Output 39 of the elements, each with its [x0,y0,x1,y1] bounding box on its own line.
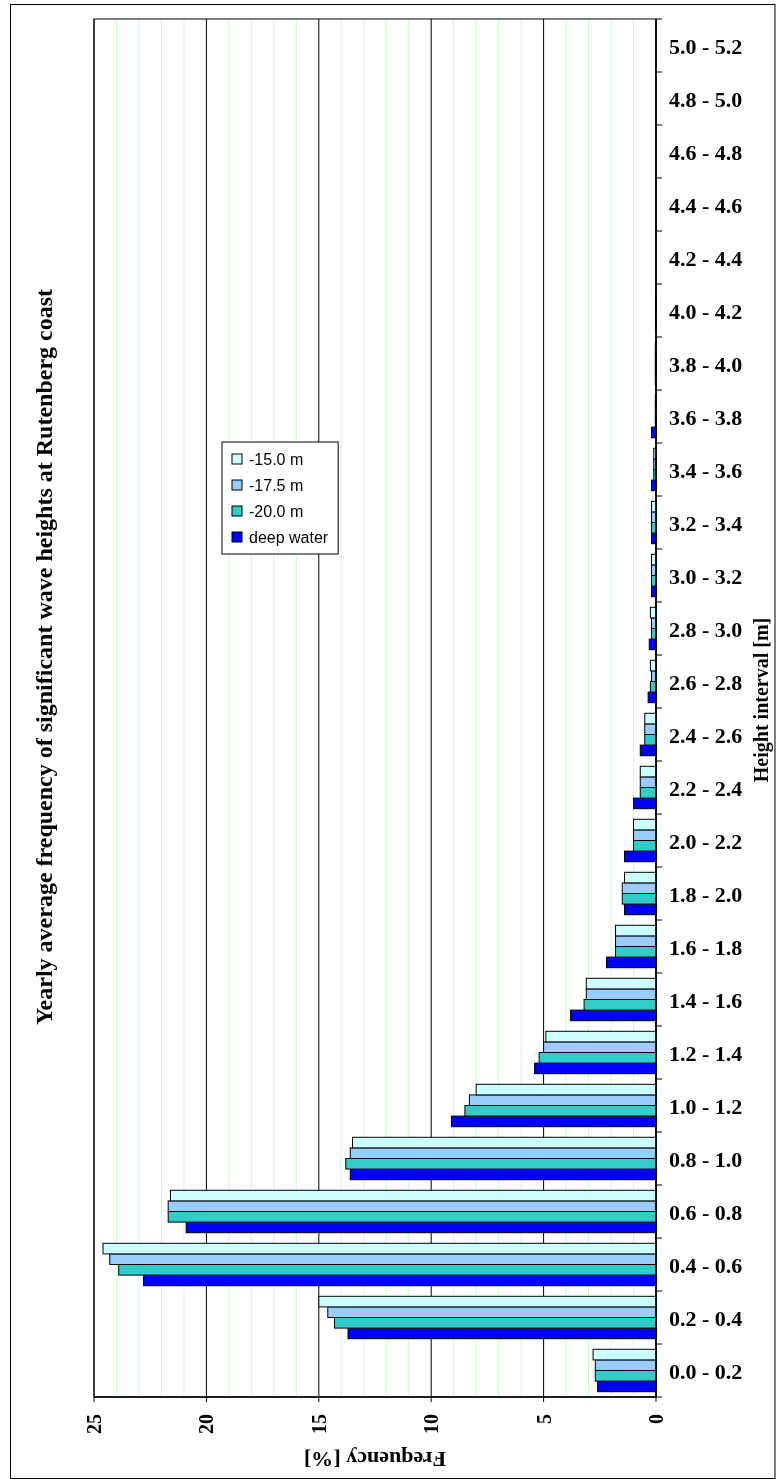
x-tick-label: 10 [420,1414,443,1434]
x-tick-label: 20 [195,1414,218,1434]
y-tick-label: 4.4 - 4.6 [669,192,743,217]
x-tick-label: 25 [83,1414,105,1434]
y-tick-label: 2.4 - 2.6 [669,722,743,747]
y-tick-label: 0.8 - 1.0 [669,1146,743,1171]
legend-label: -15.0 m [249,450,304,468]
x-axis-title: Frequency [%] [304,1447,446,1473]
y-tick-label: 3.2 - 3.4 [669,510,743,535]
y-tick-label: 3.6 - 3.8 [669,404,743,429]
y-axis-title: Height interval [m] [750,617,773,783]
y-tick-label: 3.4 - 3.6 [669,457,743,482]
y-tick-label: 3.0 - 3.2 [669,563,743,588]
y-tick-label: 1.2 - 1.4 [669,1040,743,1065]
y-tick-label: 4.0 - 4.2 [669,298,743,323]
y-tick-label: 2.8 - 3.0 [669,616,743,641]
legend-label: -20.0 m [249,502,304,520]
y-tick-label: 4.2 - 4.4 [669,245,743,270]
y-tick-label: 1.0 - 1.2 [669,1093,743,1118]
x-tick-label: 5 [532,1414,555,1424]
y-tick-label: 0.4 - 0.6 [669,1252,743,1277]
y-tick-label: 2.6 - 2.8 [669,669,743,694]
y-tick-label: 4.8 - 5.0 [669,86,743,111]
y-tick-label: 0.0 - 0.2 [669,1358,743,1383]
y-tick-label: 1.8 - 2.0 [669,881,743,906]
y-tick-label: 1.4 - 1.6 [669,987,743,1012]
legend-label: deep water [249,528,329,546]
legend-label: -17.5 m [249,476,304,494]
x-tick-label: 0 [645,1414,667,1424]
y-tick-label: 2.2 - 2.4 [669,775,743,800]
y-tick-label: 0.2 - 0.4 [669,1305,743,1330]
y-tick-label: 4.6 - 4.8 [669,139,743,164]
y-tick-label: 2.0 - 2.2 [669,828,743,853]
y-tick-label: 1.6 - 1.8 [669,934,743,959]
text: Yearly average frequency of significant wave heights at Rutenberg coast [31,288,57,1026]
y-tick-label: 0.6 - 0.8 [669,1199,743,1224]
y-tick-label: 5.0 - 5.2 [669,33,743,58]
x-tick-label: 15 [307,1414,330,1434]
y-tick-label: 3.8 - 4.0 [669,351,743,376]
